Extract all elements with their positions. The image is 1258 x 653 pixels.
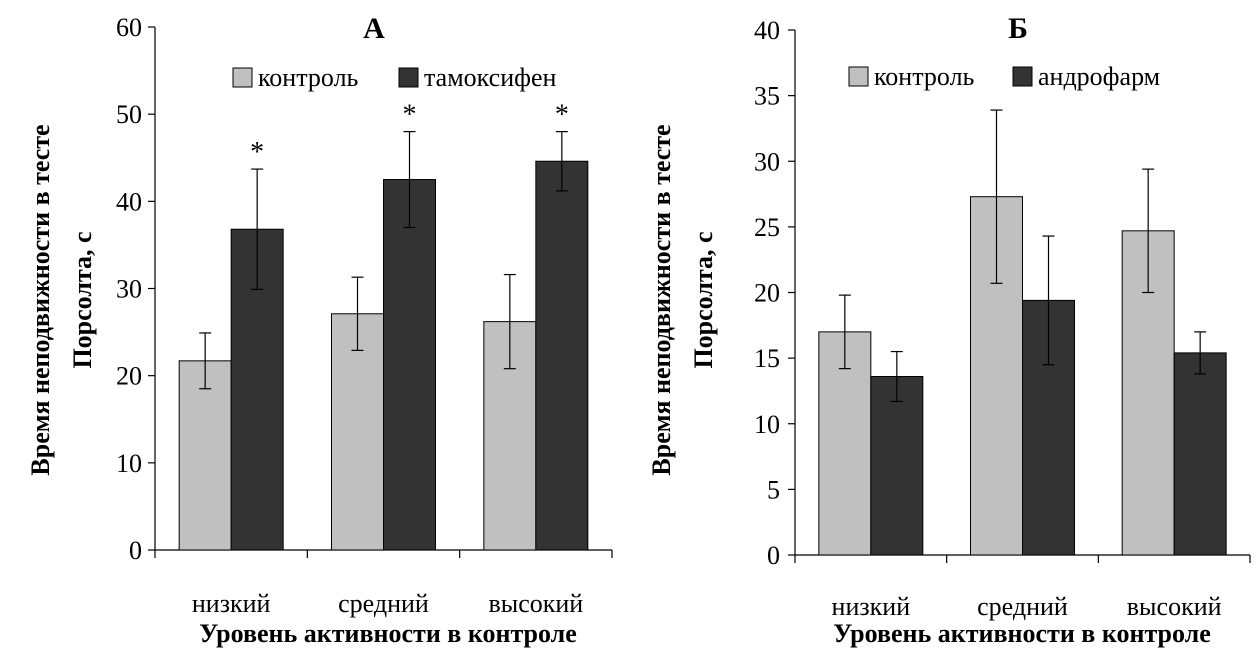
chart-a-significance-star: * (250, 137, 264, 168)
chart-a-y-tick-label: 0 (129, 536, 142, 565)
chart-b-legend-swatch-treatment (1012, 66, 1033, 87)
chart-b-bar-treatment (1173, 352, 1227, 556)
chart-b-y-tick-label: 5 (767, 475, 780, 504)
chart-a-ylabel-line2: Порсолта, с (68, 231, 97, 368)
chart-a-y-tick-label: 10 (116, 449, 142, 478)
chart-a-category-label: средний (338, 589, 429, 618)
chart-marks: 0 10 20 30 40 50 60 низкий * средний * высокий * 0 5 10… (116, 13, 1251, 621)
chart-b-ylabel-line1: Время неподвижности в тесте (647, 124, 676, 475)
chart-a-title: А (363, 12, 385, 45)
chart-a-y-tick-label: 60 (116, 13, 142, 42)
chart-a-y-tick-label: 30 (116, 275, 142, 304)
chart-a-xlabel: Уровень активности в контроле (199, 619, 577, 648)
chart-b-y-tick-label: 20 (754, 279, 780, 308)
chart-a-legend-swatch-treatment (398, 67, 419, 88)
chart-a-bar-control (331, 313, 384, 551)
chart-b-legend-label-treatment: андрофарм (1038, 62, 1160, 91)
chart-a-legend-swatch-control (232, 67, 253, 88)
chart-b-y-tick-label: 35 (754, 82, 780, 111)
chart-b-y-tick-label: 25 (754, 213, 780, 242)
chart-b-category-label: средний (977, 592, 1068, 621)
chart-a-legend-label-treatment: тамоксифен (424, 63, 556, 92)
chart-b-y-tick-label: 30 (754, 147, 780, 176)
chart-a-significance-star: * (555, 100, 569, 131)
chart-a-y-tick-label: 50 (116, 100, 142, 129)
chart-a-y-tick-label: 40 (116, 187, 142, 216)
chart-b-legend-label-control: контроль (874, 62, 975, 91)
chart-b-legend-swatch-control (848, 66, 869, 87)
chart-b-y-tick-label: 10 (754, 410, 780, 439)
chart-b-y-tick-label: 15 (754, 344, 780, 373)
chart-a-category-label: низкий (192, 589, 271, 618)
chart-b-xlabel: Уровень активности в контроле (833, 619, 1211, 648)
chart-b-ylabel-line2: Порсолта, с (689, 231, 718, 368)
chart-a-legend-label-control: контроль (258, 63, 359, 92)
chart-a-bar-control (178, 360, 232, 551)
chart-a-ylabel-line1: Время неподвижности в тесте (26, 124, 55, 475)
chart-b-y-tick-label: 0 (767, 541, 780, 570)
chart-b-category-label: низкий (832, 592, 911, 621)
chart-b-y-tick-label: 40 (754, 16, 780, 45)
chart-a-bar-treatment (535, 160, 589, 551)
chart-a-bar-treatment (383, 179, 436, 551)
chart-a-significance-star: * (403, 100, 417, 131)
chart-b-bar-treatment (870, 376, 924, 556)
chart-b-category-label: высокий (1127, 592, 1222, 621)
chart-a-y-tick-label: 20 (116, 362, 142, 391)
chart-a-category-label: высокий (488, 589, 583, 618)
chart-b-title: Б (1008, 12, 1028, 45)
